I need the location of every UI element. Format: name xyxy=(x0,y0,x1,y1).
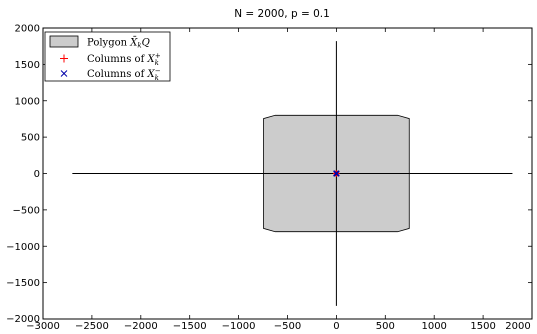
ticks-layer: −3000 −2500 −2000 −1500 −1000 −500 0 500 1000 150… xyxy=(6,24,533,332)
chart-title: N = 2000, p = 0.1 xyxy=(234,8,330,20)
x-tick-label: −500 xyxy=(274,321,301,332)
x-tick-label: −2000 xyxy=(124,321,158,332)
legend-plus-marker xyxy=(60,54,68,63)
y-tick-label: 500 xyxy=(21,133,40,144)
legend-plus-label: Columns of Xk+ xyxy=(87,52,161,67)
legend-cross-label: Columns of Xk− xyxy=(87,67,161,82)
x-tick-label: −3000 xyxy=(26,321,60,332)
x-tick-label: 500 xyxy=(376,321,395,332)
x-tick-label: 0 xyxy=(333,321,339,332)
y-tick-label: 2000 xyxy=(15,24,40,35)
x-tick-label: 1500 xyxy=(470,321,495,332)
cross-marker xyxy=(333,170,339,177)
y-tick-label: 0 xyxy=(34,169,40,180)
x-tick-label: 1000 xyxy=(421,321,446,332)
legend-polygon-label: Polygon X̄kQ xyxy=(87,37,150,50)
data-layer xyxy=(72,41,513,306)
legend-cross-marker xyxy=(60,70,68,77)
x-tick-label: −1500 xyxy=(173,321,207,332)
y-tick-label: −1500 xyxy=(6,278,40,289)
legend: Polygon X̄kQ Columns of Xk+ Columns of X… xyxy=(44,31,171,82)
x-tick-label: −2500 xyxy=(75,321,109,332)
y-tick-label: −2000 xyxy=(6,314,40,325)
y-tick-label: −500 xyxy=(13,205,40,216)
x-tick-label: 2000 xyxy=(505,321,530,332)
x-tick-label: −1000 xyxy=(222,321,256,332)
legend-polygon-swatch xyxy=(49,35,79,48)
y-tick-label: −1000 xyxy=(6,242,40,253)
y-tick-label: 1000 xyxy=(15,96,40,107)
y-tick-label: 1500 xyxy=(15,60,40,71)
